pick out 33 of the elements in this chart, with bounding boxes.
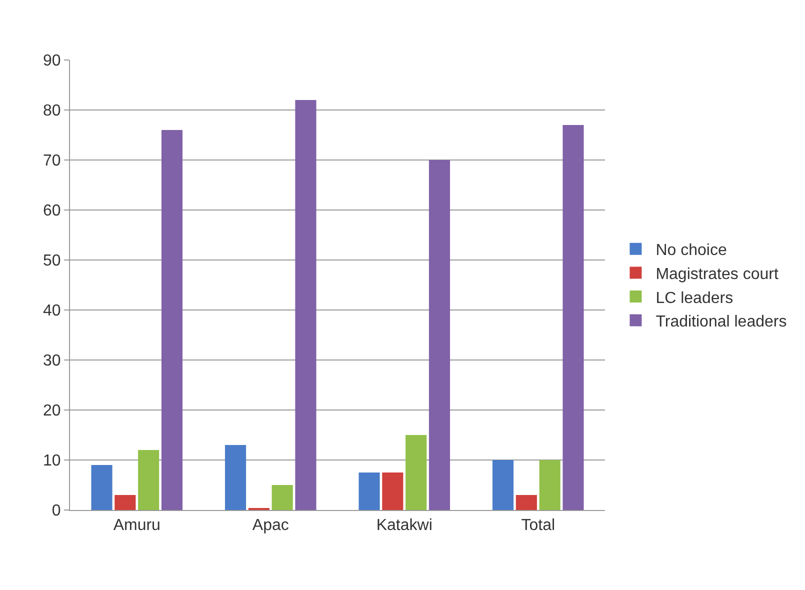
bar <box>562 125 584 510</box>
legend-label: No choice <box>656 242 727 260</box>
bar <box>114 495 136 510</box>
y-tick-label: 0 <box>52 502 61 520</box>
y-tick-label: 10 <box>43 452 61 470</box>
legend-label: Magistrates court <box>656 266 779 283</box>
y-tick-label: 70 <box>43 152 61 170</box>
bar <box>91 465 112 510</box>
y-tick-label: 20 <box>43 402 61 420</box>
bar <box>382 472 404 510</box>
bar <box>272 485 293 510</box>
x-tick-label: Katakwi <box>376 517 432 534</box>
y-tick-label: 60 <box>43 202 61 220</box>
bar <box>428 160 450 510</box>
y-tick-label: 30 <box>43 352 61 370</box>
y-tick-label: 80 <box>43 102 61 120</box>
x-tick-label: Apac <box>252 517 289 534</box>
y-tick-label: 40 <box>43 302 61 320</box>
bar <box>492 460 514 510</box>
x-tick-label: Total <box>521 517 556 534</box>
bar <box>295 100 316 510</box>
bar <box>138 450 160 510</box>
bar <box>161 130 183 510</box>
legend-label: Traditional leaders <box>656 314 787 331</box>
bar <box>516 495 537 510</box>
bar <box>224 445 246 510</box>
y-tick-label: 90 <box>43 52 61 70</box>
bar <box>358 472 380 510</box>
x-tick-label: Amuru <box>113 517 160 534</box>
bar <box>539 460 560 510</box>
bar <box>406 435 427 510</box>
legend-label: LC leaders <box>656 290 734 307</box>
y-tick-label: 50 <box>43 252 61 270</box>
